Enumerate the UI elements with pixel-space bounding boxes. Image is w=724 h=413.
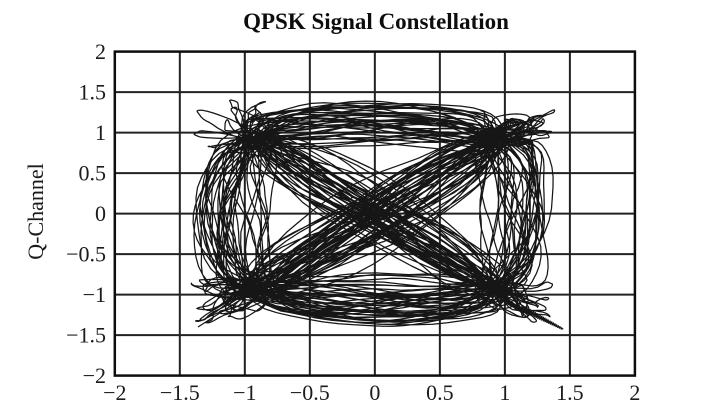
svg-text:−1.5: −1.5	[160, 380, 200, 405]
svg-text:Q-Channel: Q-Channel	[23, 163, 48, 260]
svg-text:−1.5: −1.5	[66, 323, 106, 348]
svg-text:0: 0	[369, 380, 380, 405]
svg-text:−2: −2	[103, 380, 126, 405]
svg-text:1.5: 1.5	[79, 80, 107, 105]
svg-text:0.5: 0.5	[426, 380, 454, 405]
svg-text:QPSK Signal Constellation: QPSK Signal Constellation	[243, 9, 509, 34]
svg-text:−0.5: −0.5	[66, 242, 106, 267]
svg-text:2: 2	[629, 380, 640, 405]
svg-text:0: 0	[95, 201, 106, 226]
svg-text:−1: −1	[233, 380, 256, 405]
svg-text:1: 1	[499, 380, 510, 405]
svg-text:−2: −2	[83, 363, 106, 388]
svg-text:2: 2	[95, 39, 106, 64]
svg-text:−1: −1	[83, 282, 106, 307]
svg-text:1: 1	[95, 120, 106, 145]
svg-text:1.5: 1.5	[556, 380, 584, 405]
svg-text:0.5: 0.5	[79, 161, 107, 186]
svg-text:−0.5: −0.5	[290, 380, 330, 405]
